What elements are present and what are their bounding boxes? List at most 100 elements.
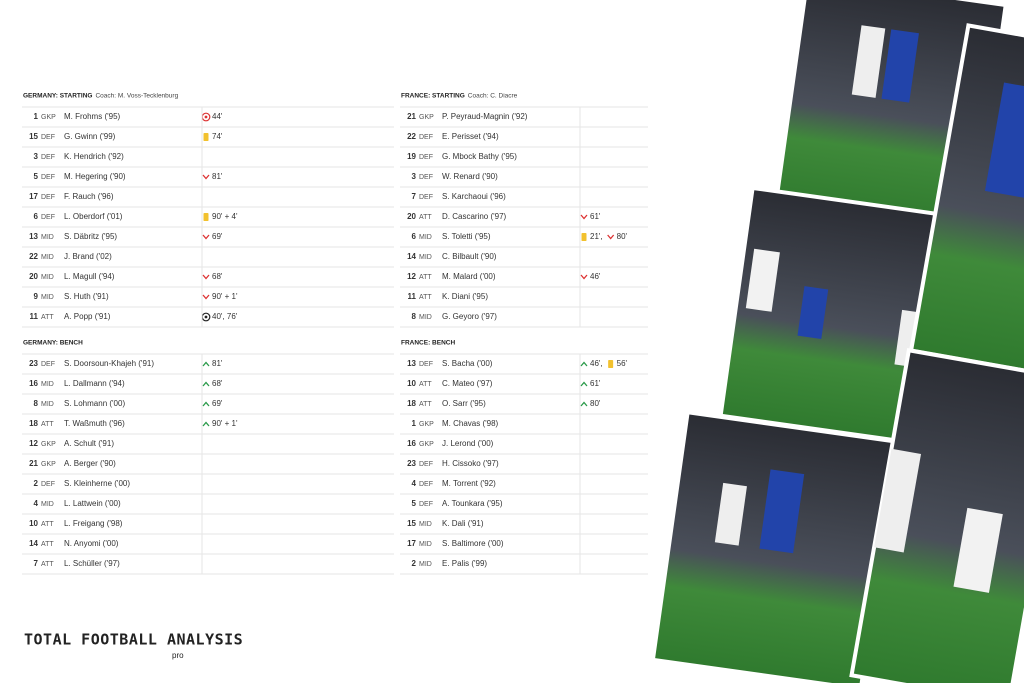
player-name: S. Toletti ('95) xyxy=(442,232,491,241)
shirt-number: 9 xyxy=(34,292,39,301)
position: DEF xyxy=(41,174,55,181)
sub-off xyxy=(580,214,588,220)
player-name: S. Bacha ('00) xyxy=(442,359,493,368)
shirt-number: 7 xyxy=(412,192,417,201)
shirt-number: 7 xyxy=(34,559,39,568)
event-time: 90' + 4' xyxy=(212,212,238,221)
player-name: M. Frohms ('95) xyxy=(64,112,121,121)
player-name: L. Oberdorf ('01) xyxy=(64,212,123,221)
event-time: 69' xyxy=(212,399,223,408)
shirt-number: 6 xyxy=(412,232,417,241)
position: MID xyxy=(41,294,54,301)
shirt-number: 2 xyxy=(34,479,39,488)
shirt-number: 3 xyxy=(34,152,39,161)
player-name: T. Waßmuth ('96) xyxy=(64,419,125,428)
sub-on xyxy=(580,381,588,387)
position: DEF xyxy=(419,501,433,508)
player-name: K. Diani ('95) xyxy=(442,292,488,301)
player-name: P. Peyraud-Magnin ('92) xyxy=(442,112,528,121)
shirt-number: 19 xyxy=(407,152,416,161)
position: ATT xyxy=(41,314,54,321)
sub-on xyxy=(202,401,210,407)
player-name: A. Popp ('91) xyxy=(64,312,111,321)
position: MID xyxy=(41,254,54,261)
event-time: 61' xyxy=(590,379,601,388)
position: MID xyxy=(419,314,432,321)
event-time: 46' xyxy=(590,272,601,281)
event-time: 21', xyxy=(590,232,603,241)
event-time: 44' xyxy=(212,112,223,121)
player-name: C. Mateo ('97) xyxy=(442,379,493,388)
shirt-number: 23 xyxy=(29,359,38,368)
player-name: C. Bilbault ('90) xyxy=(442,252,497,261)
player-name: L. Schüller ('97) xyxy=(64,559,120,568)
yellow-card xyxy=(608,360,614,368)
shirt-number: 21 xyxy=(29,459,38,468)
event-time: 56' xyxy=(617,359,628,368)
shirt-number: 2 xyxy=(412,559,417,568)
player-name: F. Rauch ('96) xyxy=(64,192,114,201)
position: GKP xyxy=(419,114,434,121)
shirt-number: 12 xyxy=(29,439,38,448)
shirt-number: 3 xyxy=(412,172,417,181)
goal-icon-dot xyxy=(204,115,208,119)
position: GKP xyxy=(41,461,56,468)
player-name: E. Palis ('99) xyxy=(442,559,487,568)
event-time: 61' xyxy=(590,212,601,221)
shirt-number: 22 xyxy=(29,252,38,261)
yellow-card xyxy=(203,213,209,221)
position: ATT xyxy=(419,401,432,408)
position: MID xyxy=(419,561,432,568)
player-name: S. Karchaoui ('96) xyxy=(442,192,506,201)
sub-on xyxy=(202,361,210,367)
position: GKP xyxy=(41,114,56,121)
shirt-number: 18 xyxy=(407,399,416,408)
shirt-number: 8 xyxy=(412,312,417,321)
logo-name: TOTAL FOOTBALL ANALYSIS xyxy=(24,631,243,649)
position: DEF xyxy=(41,214,55,221)
position: GKP xyxy=(419,441,434,448)
position: DEF xyxy=(419,134,433,141)
position: MID xyxy=(41,274,54,281)
sub-on xyxy=(202,421,210,427)
event-time: 80' xyxy=(590,399,601,408)
player-name: E. Perisset ('94) xyxy=(442,132,499,141)
shirt-number: 1 xyxy=(34,112,39,121)
section-title: GERMANY: BENCH xyxy=(23,340,83,347)
shirt-number: 17 xyxy=(29,192,38,201)
position: MID xyxy=(41,501,54,508)
position: ATT xyxy=(419,294,432,301)
position: MID xyxy=(41,234,54,241)
position: DEF xyxy=(41,134,55,141)
player-name: G. Geyoro ('97) xyxy=(442,312,497,321)
player-name: L. Freigang ('98) xyxy=(64,519,123,528)
shirt-number: 5 xyxy=(412,499,417,508)
shirt-number: 6 xyxy=(34,212,39,221)
position: MID xyxy=(419,234,432,241)
player-name: M. Torrent ('92) xyxy=(442,479,496,488)
shirt-number: 20 xyxy=(29,272,38,281)
event-time: 40', 76' xyxy=(212,312,238,321)
position: DEF xyxy=(419,194,433,201)
yellow-card xyxy=(581,233,587,241)
position: MID xyxy=(419,254,432,261)
event-time: 81' xyxy=(212,172,223,181)
position: GKP xyxy=(419,421,434,428)
shirt-number: 16 xyxy=(407,439,416,448)
shirt-number: 20 xyxy=(407,212,416,221)
shirt-number: 16 xyxy=(29,379,38,388)
player-name: K. Dali ('91) xyxy=(442,519,484,528)
player-name: A. Schult ('91) xyxy=(64,439,114,448)
player-name: A. Tounkara ('95) xyxy=(442,499,503,508)
sub-off xyxy=(202,274,210,280)
position: ATT xyxy=(419,214,432,221)
position: DEF xyxy=(41,481,55,488)
player-name: L. Magull ('94) xyxy=(64,272,115,281)
position: ATT xyxy=(419,381,432,388)
position: ATT xyxy=(41,541,54,548)
position: DEF xyxy=(419,154,433,161)
player-name: S. Däbritz ('95) xyxy=(64,232,117,241)
player-name: S. Lohmann ('00) xyxy=(64,399,125,408)
coach: Coach: C. Diacre xyxy=(468,93,518,100)
player-name: O. Sarr ('95) xyxy=(442,399,486,408)
